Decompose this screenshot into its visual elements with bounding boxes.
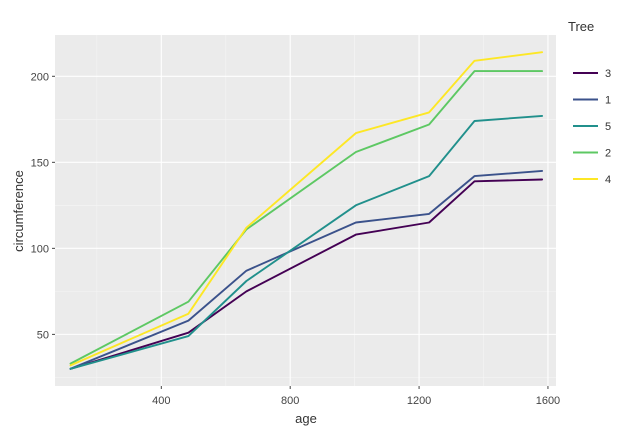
legend-item-tree-1[interactable]: 1	[573, 95, 611, 107]
series-line-tree-2[interactable]	[69, 70, 544, 365]
x-tick-label: 1600	[536, 395, 560, 407]
legend-item-tree-3[interactable]: 3	[573, 68, 611, 80]
series-line-tree-5[interactable]	[69, 114, 544, 370]
x-axis-title: age	[295, 411, 317, 426]
x-tick-label: 1200	[407, 395, 431, 407]
legend-label: 1	[605, 95, 611, 107]
legend-item-tree-5[interactable]: 5	[573, 121, 611, 133]
series-line-tree-3[interactable]	[69, 178, 544, 370]
x-axis-ticks: 400 800 1200 1600	[152, 386, 560, 407]
minor-gridlines	[55, 35, 556, 386]
x-tick-label: 800	[281, 395, 299, 407]
legend-item-tree-2[interactable]: 2	[573, 148, 611, 160]
legend[interactable]: 3 1 5 2 4	[573, 68, 611, 186]
y-tick-label: 150	[31, 157, 49, 169]
y-axis-ticks: 50 100 150 200	[31, 71, 55, 341]
y-tick-label: 50	[37, 329, 49, 341]
y-axis-title: circumference	[11, 170, 26, 252]
legend-label: 2	[605, 148, 611, 160]
legend-title: Tree	[568, 19, 594, 34]
legend-label: 3	[605, 68, 611, 80]
legend-label: 4	[605, 174, 611, 186]
legend-label: 5	[605, 121, 611, 133]
y-tick-label: 100	[31, 243, 49, 255]
major-gridlines	[55, 35, 556, 386]
legend-item-tree-4[interactable]: 4	[573, 174, 611, 186]
series-line-tree-4[interactable]	[69, 51, 544, 367]
x-tick-label: 400	[152, 395, 170, 407]
series-line-tree-1[interactable]	[69, 169, 544, 370]
y-tick-label: 200	[31, 71, 49, 83]
series-lines	[69, 51, 544, 370]
